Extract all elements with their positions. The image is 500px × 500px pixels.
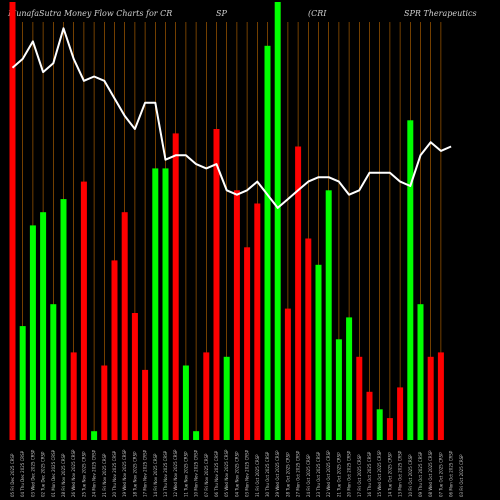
x-tick-label: 13 Thu Nov 2025 CRSP [163,450,168,497]
x-tick-label: 04 Thu Dec 2025 CRSP [20,450,25,497]
x-tick-label: 18 Tue Nov 2025 CRSP [132,451,137,497]
money-flow-bar [203,352,210,440]
x-tick-label: 16 Thu Oct 2025 CRSP [367,451,372,497]
money-flow-bar [244,247,251,440]
chart-title-part: MunafaSutra Money Flow Charts for CR [7,9,172,18]
x-tick-label: 19 Wed Nov 2025 CRSP [122,449,127,497]
money-flow-bar [407,120,414,441]
money-flow-bar [19,326,26,440]
money-flow-bar [417,304,424,440]
money-flow-bar [284,308,291,440]
x-tick-label: 04 Tue Nov 2025 CRSP [234,451,239,497]
x-tick-label: 05 Fri Dec 2025 CRSP [10,453,15,497]
x-tick-label: 03 Wed Dec 2025 CRSP [30,449,35,497]
money-flow-bar [101,365,108,440]
x-tick-label: 22 Wed Oct 2025 CRSP [326,450,331,497]
price-line [11,27,452,209]
money-flow-bar [274,2,281,440]
money-flow-bar [264,45,271,441]
x-tick-label: 03 Fri Oct 2025 CRSP [459,454,464,497]
money-flow-bar [397,387,404,440]
x-tick-label: 24 Mon Nov 2025 CRSP [92,449,97,497]
x-tick-label: 21 Fri Nov 2025 CRSP [102,453,107,497]
money-flow-bar [366,391,373,440]
x-tick-label: 07 Tue Oct 2025 CRSP [438,452,443,497]
x-tick-label: 29 Wed Oct 2025 CRSP [275,450,280,497]
x-tick-label: 20 Thu Nov 2025 CRSP [112,450,117,497]
money-flow-bar [325,190,332,440]
chart-title-part: SP [216,9,227,18]
money-flow-bar [315,264,322,440]
money-flow-bar [152,168,159,440]
chart-title-part: (CRI [308,9,327,18]
money-flow-bar [193,431,200,440]
x-tick-label: 26 Wed Nov 2025 CRSP [71,449,76,497]
x-tick-label: 10 Fri Oct 2025 CRSP [408,454,413,497]
money-flow-bar [121,212,128,440]
x-tick-label: 02 Tue Dec 2025 CRSP [41,451,46,497]
x-tick-label: 20 Mon Oct 2025 CRSP [347,450,352,497]
money-flow-bar [213,129,220,440]
x-tick-label: 01 Mon Dec 2025 CRSP [51,449,56,497]
x-tick-label: 31 Fri Oct 2025 CRSP [255,454,260,497]
x-tick-label: 28 Fri Nov 2025 CRSP [61,453,66,497]
money-flow-bar [50,304,57,440]
money-flow-bar [111,260,118,440]
chart-title-part: SPR Therapeutics [404,9,477,18]
x-tick-label: 17 Mon Nov 2025 CRSP [143,449,148,497]
x-tick-label: 14 Fri Nov 2025 CRSP [153,453,158,497]
x-tick-label: 15 Wed Oct 2025 CRSP [377,450,382,497]
money-flow-bar [437,352,444,440]
money-flow-bar [335,339,342,440]
money-flow-bar [295,146,302,440]
x-tick-label: 08 Wed Oct 2025 CRSP [428,450,433,497]
money-flow-bars [9,2,444,441]
money-flow-bar [254,203,261,440]
chart-title: MunafaSutra Money Flow Charts for CR SP … [7,9,477,18]
money-flow-bar [223,356,230,440]
money-flow-bar [172,133,179,440]
x-axis-tick-labels: 05 Fri Dec 2025 CRSP 04 Thu Dec 2025 CRSP… [10,449,464,497]
x-tick-label: 14 Tue Oct 2025 CRSP [387,452,392,497]
money-flow-bar [80,181,87,440]
money-flow-bar [356,356,363,440]
money-flow-bar [386,418,393,440]
x-tick-label: 13 Mon Oct 2025 CRSP [398,450,403,497]
x-tick-label: 21 Tue Oct 2025 CRSP [336,452,341,497]
money-flow-bar [70,352,77,440]
money-flow-bar [29,225,36,440]
x-tick-label: 25 Tue Nov 2025 CRSP [81,451,86,497]
x-tick-label: 05 Wed Nov 2025 CRSP [224,449,229,497]
money-flow-bar [162,168,169,440]
x-tick-label: 28 Tue Oct 2025 CRSP [285,452,290,497]
money-flow-bar [9,2,16,440]
money-flow-bar [305,238,312,440]
money-flow-bar [40,212,47,440]
money-flow-bar [182,365,189,440]
money-flow-bar [346,317,353,440]
money-flow-bar [427,356,434,440]
x-tick-label: 06 Thu Nov 2025 CRSP [214,450,219,497]
money-flow-bar [91,431,98,440]
x-tick-label: 17 Fri Oct 2025 CRSP [357,454,362,497]
x-tick-label: 11 Tue Nov 2025 CRSP [183,451,188,497]
money-flow-bar [142,369,149,440]
money-flow-bar [233,190,240,440]
money-flow-bar [376,409,383,440]
x-tick-label: 27 Mon Oct 2025 CRSP [296,450,301,497]
x-tick-label: 09 Thu Oct 2025 CRSP [418,451,423,497]
x-tick-label: 12 Wed Nov 2025 CRSP [173,449,178,497]
x-tick-label: 24 Fri Oct 2025 CRSP [306,454,311,497]
money-flow-bar [60,199,67,440]
price-line-path [11,27,452,209]
money-flow-bar [131,313,138,440]
x-tick-label: 03 Mon Nov 2025 CRSP [245,449,250,497]
x-tick-label: 06 Mon Oct 2025 CRSP [449,450,454,497]
x-tick-label: 23 Thu Oct 2025 CRSP [316,451,321,497]
x-tick-label: 10 Mon Nov 2025 CRSP [194,449,199,497]
x-tick-label: 30 Thu Oct 2025 CRSP [265,451,270,497]
x-tick-label: 07 Fri Nov 2025 CRSP [204,453,209,497]
